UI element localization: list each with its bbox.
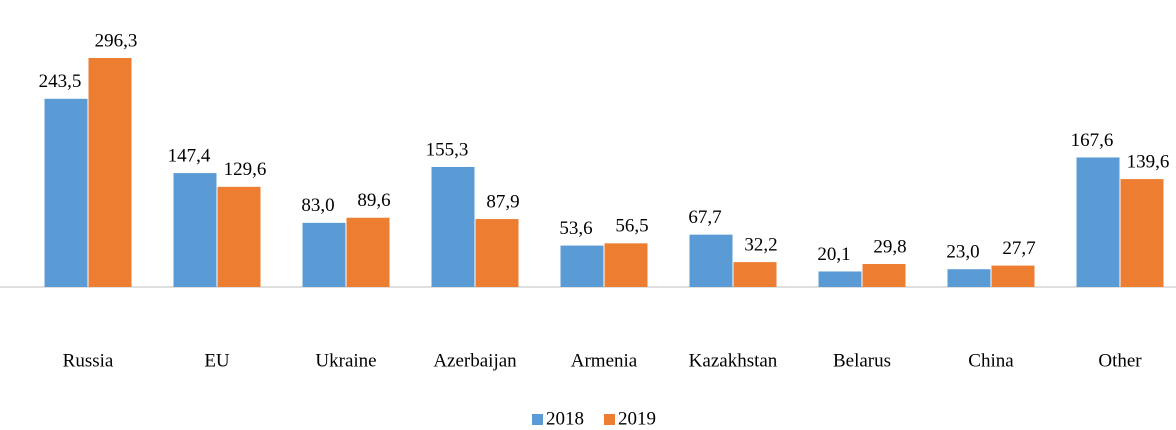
data-label: 87,9 — [486, 191, 519, 212]
bar — [947, 269, 991, 287]
data-label: 139,6 — [1127, 151, 1170, 172]
x-tick-label: Armenia — [571, 350, 638, 371]
legend-label: 2019 — [618, 408, 656, 429]
x-tick-label: Azerbaijan — [433, 350, 517, 371]
bar — [88, 58, 132, 287]
data-label: 147,4 — [168, 145, 211, 166]
data-label: 167,6 — [1071, 130, 1114, 151]
legend-swatch — [604, 414, 615, 425]
data-label: 29,8 — [873, 236, 906, 257]
x-tick-label: Kazakhstan — [689, 350, 778, 371]
x-tick-label: EU — [204, 350, 230, 371]
bar — [991, 265, 1035, 287]
data-label: 67,7 — [688, 207, 721, 228]
x-tick-label: Russia — [63, 350, 114, 371]
legend-swatch — [532, 414, 543, 425]
data-label: 53,6 — [559, 218, 592, 239]
bar — [689, 234, 733, 287]
bar — [302, 222, 346, 287]
bar — [44, 98, 88, 288]
bar — [818, 271, 862, 287]
x-tick-label: Ukraine — [315, 350, 376, 371]
x-tick-label: Other — [1098, 350, 1142, 371]
bar — [431, 166, 475, 287]
data-label: 155,3 — [426, 139, 469, 160]
data-label: 129,6 — [224, 159, 267, 180]
bar — [604, 243, 648, 287]
bar — [1120, 179, 1164, 287]
x-tick-label: Belarus — [833, 350, 891, 371]
data-label: 27,7 — [1002, 238, 1035, 259]
bar — [173, 173, 217, 287]
data-label: 89,6 — [357, 190, 390, 211]
bar — [560, 245, 604, 287]
bar — [217, 186, 261, 287]
data-label: 56,5 — [615, 216, 648, 237]
data-label: 243,5 — [39, 71, 82, 92]
bar — [862, 263, 906, 287]
x-tick-label: China — [968, 350, 1014, 371]
bar — [346, 217, 390, 287]
bar — [475, 219, 519, 287]
data-label: 23,0 — [946, 242, 979, 263]
legend-label: 2018 — [546, 408, 584, 429]
data-label: 83,0 — [301, 195, 334, 216]
data-label: 32,2 — [744, 234, 777, 255]
bar — [733, 262, 777, 287]
bar — [1076, 157, 1120, 287]
data-label: 296,3 — [95, 30, 138, 51]
data-label: 20,1 — [817, 244, 850, 265]
